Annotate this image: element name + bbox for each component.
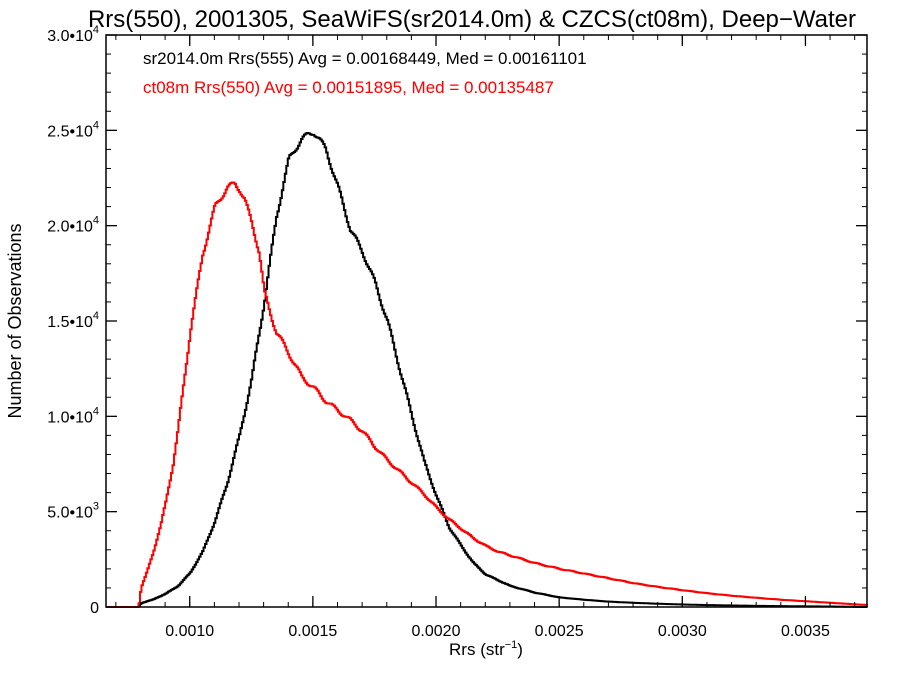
y-tick-label-base: 5.0•10 xyxy=(47,505,93,522)
y-tick-label-exponent: 3 xyxy=(93,501,99,513)
tick-layer: 0.0010 0.0015 0.0020 0.0025 0.0030 0.0035 0 5.0… xyxy=(47,24,867,640)
plot-frame xyxy=(105,34,868,608)
legend-entry-red: ct08m Rrs(550) Avg = 0.00151895, Med = 0… xyxy=(143,78,554,97)
y-tick-label-base: 0 xyxy=(90,600,99,617)
y-tick-label: 1.5•104 xyxy=(47,310,99,331)
y-tick-label-base: 1.0•10 xyxy=(47,409,93,426)
x-axis-label: Rrs (str−1) xyxy=(449,639,523,659)
x-tick-label: 0.0025 xyxy=(535,623,584,640)
x-axis-label-superscript: −1 xyxy=(505,639,518,651)
y-tick-label-base: 2.5•10 xyxy=(47,123,93,140)
y-tick-label-base: 2.0•10 xyxy=(47,219,93,236)
y-tick-label: 2.0•104 xyxy=(47,215,99,236)
y-tick-label-exponent: 4 xyxy=(93,24,99,36)
y-tick-label-exponent: 4 xyxy=(93,119,99,131)
x-tick-label: 0.0030 xyxy=(658,623,707,640)
x-axis-label-close: ) xyxy=(517,640,523,659)
y-tick-label: 0 xyxy=(90,600,99,617)
x-axis-label-main: Rrs (str xyxy=(449,640,505,659)
series-layer xyxy=(106,132,868,608)
y-tick-label: 5.0•103 xyxy=(47,501,99,522)
y-axis-label: Number of Observations xyxy=(5,223,25,418)
series-line-1 xyxy=(106,181,868,608)
y-tick-label-base: 3.0•10 xyxy=(47,28,93,45)
x-tick-label: 0.0035 xyxy=(781,623,830,640)
y-tick-label-exponent: 4 xyxy=(93,215,99,227)
y-tick-label: 1.0•104 xyxy=(47,405,99,426)
y-tick-label-base: 1.5•10 xyxy=(47,314,93,331)
legend-entry-black: sr2014.0m Rrs(555) Avg = 0.00168449, Med… xyxy=(143,49,587,68)
y-tick-label-exponent: 4 xyxy=(93,405,99,417)
y-tick-label-exponent: 4 xyxy=(93,310,99,322)
y-tick-label: 3.0•104 xyxy=(47,24,99,45)
y-tick-label: 2.5•104 xyxy=(47,119,99,140)
chart-title: Rrs(550), 2001305, SeaWiFS(sr2014.0m) & … xyxy=(88,6,856,33)
series-line-0 xyxy=(106,132,868,608)
x-tick-label: 0.0020 xyxy=(412,623,461,640)
x-tick-label: 0.0015 xyxy=(288,623,337,640)
x-tick-label: 0.0010 xyxy=(165,623,214,640)
